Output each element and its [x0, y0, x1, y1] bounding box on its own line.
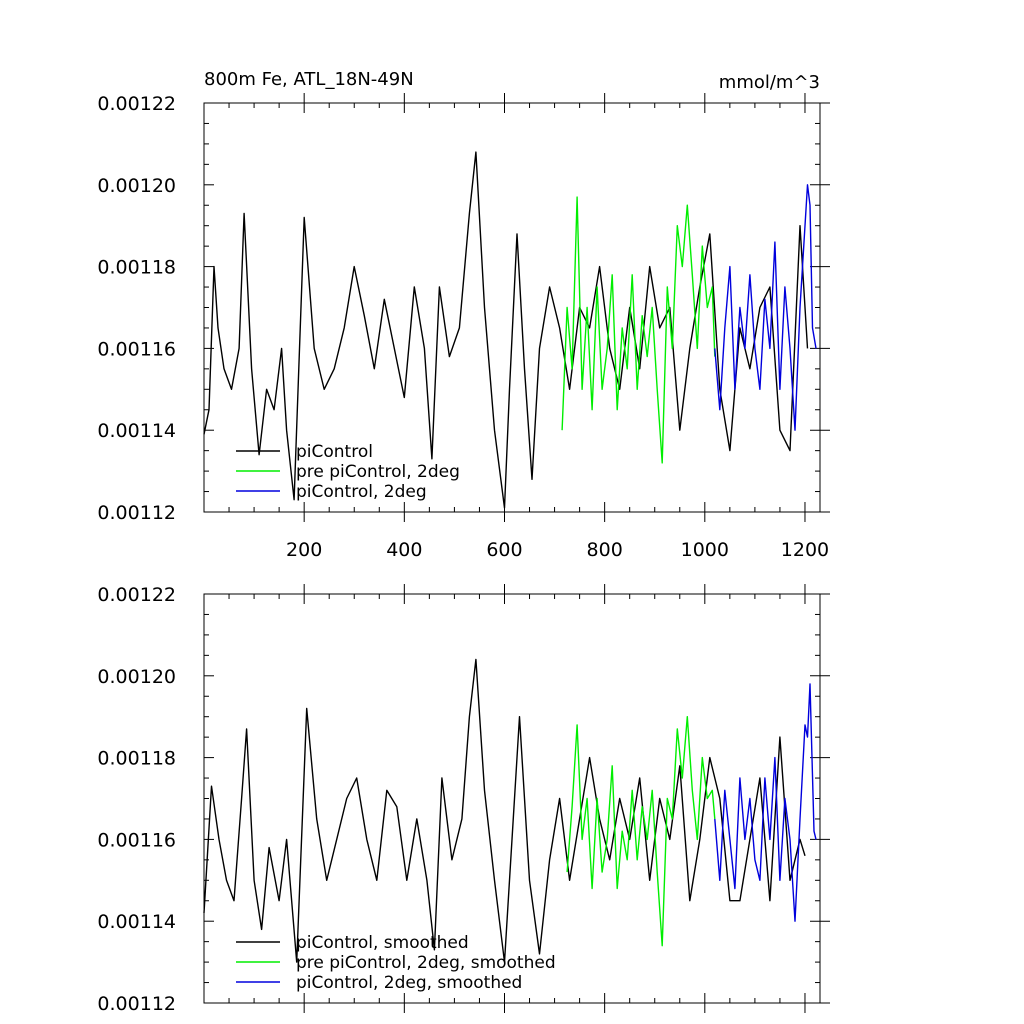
- legend-label: piControl, 2deg, smoothed: [296, 973, 522, 993]
- y-tick-label: 0.00116: [97, 338, 176, 360]
- axis-ticks: 0.00112 0.00114 0.00116 0.00118 0.00120 0.001…: [97, 584, 830, 1015]
- series-line: [203, 658, 806, 963]
- series-line: [203, 151, 809, 509]
- legend-label: pre piControl, 2deg: [296, 462, 460, 482]
- y-tick-label: 0.00114: [97, 911, 176, 933]
- legend-label: piControl, smoothed: [296, 933, 469, 953]
- y-tick-label: 0.00118: [97, 257, 176, 279]
- series-line: [566, 716, 716, 947]
- x-tick-label: 1000: [681, 539, 729, 561]
- y-tick-label: 0.00116: [97, 829, 176, 851]
- y-tick-label: 0.00112: [97, 502, 176, 524]
- series-lines: [203, 658, 817, 963]
- y-tick-label: 0.00122: [97, 584, 176, 606]
- series-line: [561, 196, 716, 464]
- x-tick-label: 1200: [781, 539, 829, 561]
- axis-ticks: 200 400 600 800 1000 1200 0.00112 0.00114 0.0011…: [97, 93, 830, 561]
- legend-label: pre piControl, 2deg, smoothed: [296, 953, 556, 973]
- series-line: [714, 683, 817, 922]
- y-tick-label: 0.00112: [97, 993, 176, 1015]
- top-panel: 800m Fe, ATL_18N-49N mmol/m^3 200 400 600 8…: [97, 69, 830, 561]
- chart-title: 800m Fe, ATL_18N-49N: [204, 69, 414, 90]
- y-tick-label: 0.00118: [97, 748, 176, 770]
- y-tick-label: 0.00114: [97, 420, 176, 442]
- x-tick-label: 200: [286, 539, 322, 561]
- units-label: mmol/m^3: [719, 72, 820, 93]
- y-tick-label: 0.00120: [97, 666, 176, 688]
- bottom-panel: 0.00112 0.00114 0.00116 0.00118 0.00120 0.001…: [97, 584, 830, 1015]
- x-tick-label: 600: [486, 539, 522, 561]
- x-tick-label: 400: [386, 539, 422, 561]
- y-tick-label: 0.00120: [97, 175, 176, 197]
- series-lines: [203, 151, 817, 509]
- legend-label: piControl, 2deg: [296, 482, 427, 502]
- legend-label: piControl: [296, 442, 373, 462]
- y-tick-label: 0.00122: [97, 93, 176, 115]
- x-tick-label: 800: [587, 539, 623, 561]
- series-line: [714, 184, 817, 431]
